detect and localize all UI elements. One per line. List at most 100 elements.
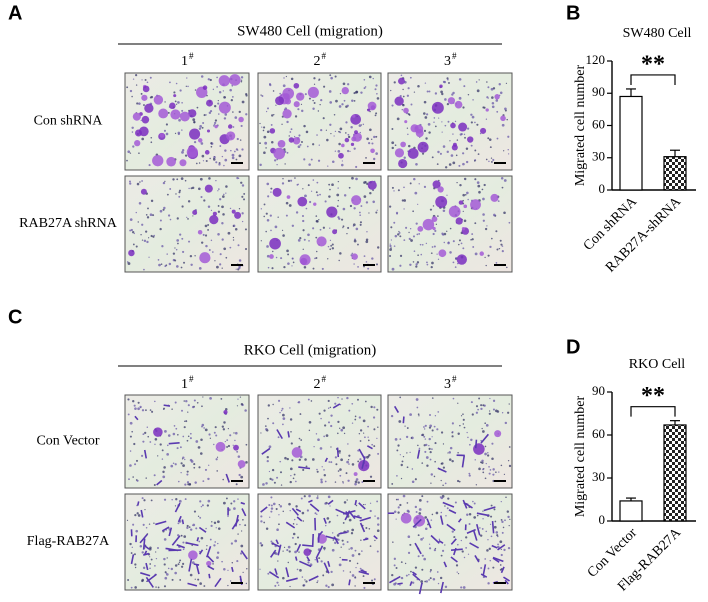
cell	[215, 441, 226, 452]
pore	[186, 77, 188, 79]
pore	[334, 150, 337, 152]
pore	[135, 74, 138, 77]
pore	[465, 546, 468, 549]
pore	[266, 130, 270, 134]
cell	[398, 158, 408, 169]
cell	[144, 103, 154, 113]
pore	[390, 226, 393, 229]
pore	[399, 584, 401, 586]
pore	[370, 405, 373, 409]
pore	[429, 424, 433, 428]
pore	[452, 161, 456, 165]
pore	[462, 152, 465, 155]
pore	[279, 505, 283, 508]
pore	[364, 86, 367, 88]
pore	[193, 399, 196, 402]
pore	[353, 99, 356, 102]
cell	[407, 148, 419, 159]
pore	[501, 123, 505, 127]
y-tick-label: 90	[592, 383, 605, 398]
pore	[267, 417, 269, 420]
pore	[457, 573, 460, 575]
pore	[503, 179, 507, 182]
pore	[414, 478, 417, 481]
pore	[150, 136, 153, 139]
pore	[223, 117, 227, 120]
pore	[282, 413, 285, 417]
pore	[232, 444, 234, 446]
cell	[335, 508, 347, 515]
cell	[285, 521, 296, 529]
pore	[241, 212, 244, 215]
cell	[491, 544, 498, 549]
cell	[370, 148, 375, 154]
pore	[242, 571, 244, 573]
pore	[369, 502, 372, 504]
pore	[238, 110, 241, 114]
cell	[141, 115, 150, 124]
pore	[327, 495, 331, 499]
pore	[337, 396, 339, 399]
cell	[145, 562, 149, 571]
cell	[159, 133, 165, 138]
pore	[470, 238, 472, 241]
pore	[226, 446, 229, 448]
pore	[444, 544, 446, 546]
pore	[245, 92, 248, 96]
pore	[412, 581, 415, 584]
pore	[227, 444, 231, 448]
pore	[462, 586, 466, 589]
cell	[345, 511, 349, 516]
pore	[223, 421, 226, 424]
cell	[398, 77, 405, 85]
pore	[174, 401, 177, 404]
cell	[188, 109, 197, 118]
pore	[492, 408, 496, 411]
pore	[283, 546, 286, 549]
pore	[491, 96, 494, 99]
pore	[287, 545, 291, 549]
pore	[395, 567, 398, 570]
pore	[464, 136, 466, 139]
pore	[329, 505, 331, 507]
pore	[292, 477, 295, 480]
micrograph-bg	[387, 394, 513, 489]
pore	[164, 180, 166, 183]
pore	[322, 226, 325, 229]
pore	[283, 77, 285, 79]
pore	[424, 450, 427, 453]
pore	[429, 577, 432, 580]
pore	[430, 265, 433, 269]
pore	[204, 234, 208, 237]
cell	[435, 196, 448, 208]
pore	[486, 454, 490, 457]
pore	[363, 432, 365, 434]
pore	[181, 237, 184, 240]
pore	[467, 553, 470, 555]
pore	[465, 160, 469, 164]
pore	[409, 263, 412, 267]
pore	[176, 217, 179, 220]
pore	[189, 458, 193, 462]
pore	[286, 120, 289, 124]
pore	[205, 527, 207, 530]
pore	[407, 535, 411, 538]
pore	[498, 83, 501, 86]
pore	[482, 219, 485, 222]
pore	[348, 409, 351, 412]
pore	[376, 97, 380, 100]
pore	[238, 473, 241, 477]
pore	[176, 103, 178, 105]
cell	[197, 229, 203, 235]
pore	[302, 219, 305, 223]
pore	[222, 478, 225, 481]
pore	[290, 128, 293, 131]
pore	[456, 181, 458, 184]
pore	[460, 242, 463, 245]
pore	[214, 104, 217, 108]
panel-label: C	[8, 306, 22, 328]
pore	[268, 503, 271, 507]
pore	[338, 105, 342, 108]
pore	[329, 74, 332, 77]
cell	[458, 122, 468, 132]
